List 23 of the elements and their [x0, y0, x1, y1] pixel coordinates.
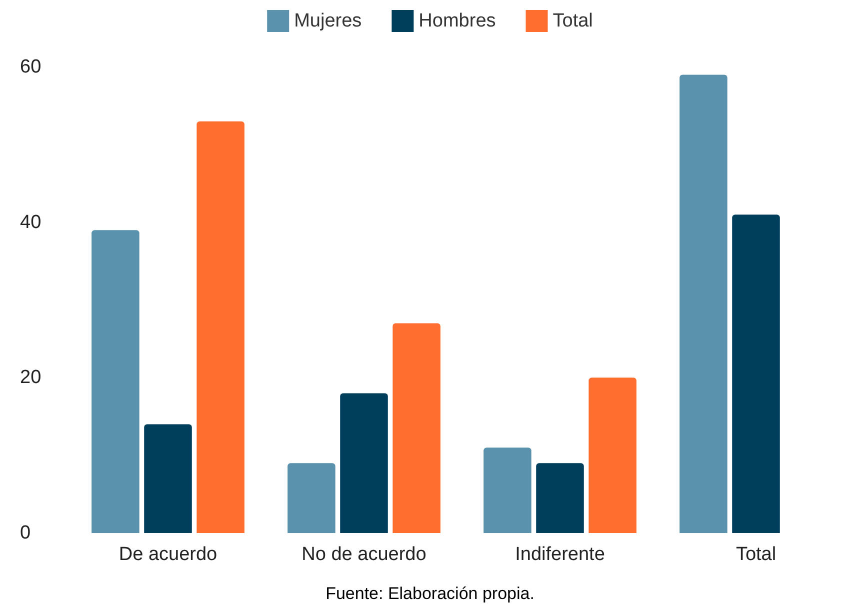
- bar: [536, 463, 584, 533]
- bar: [288, 463, 336, 533]
- bar: [144, 424, 192, 533]
- y-tick-label: 20: [20, 367, 42, 388]
- legend-label: Total: [552, 10, 593, 32]
- legend-label: Hombres: [418, 10, 496, 32]
- bar: [588, 378, 636, 533]
- x-tick-label: Total: [736, 544, 776, 565]
- y-tick-label: 60: [20, 56, 42, 78]
- bar: [680, 74, 728, 533]
- x-tick-label: No de acuerdo: [302, 544, 426, 565]
- bar: [92, 230, 140, 533]
- y-tick-label: 40: [20, 212, 42, 233]
- x-tick-label: De acuerdo: [118, 544, 218, 565]
- y-tick-label: 0: [20, 522, 31, 544]
- source-note: Fuente: Elaboración propia.: [326, 584, 534, 603]
- x-tick-label: Indiferente: [515, 544, 605, 565]
- bar: [196, 121, 244, 533]
- bar: [484, 448, 532, 533]
- bar: [340, 393, 388, 533]
- bar: [732, 214, 780, 533]
- legend-label: Mujeres: [294, 10, 362, 32]
- bar: [392, 323, 440, 533]
